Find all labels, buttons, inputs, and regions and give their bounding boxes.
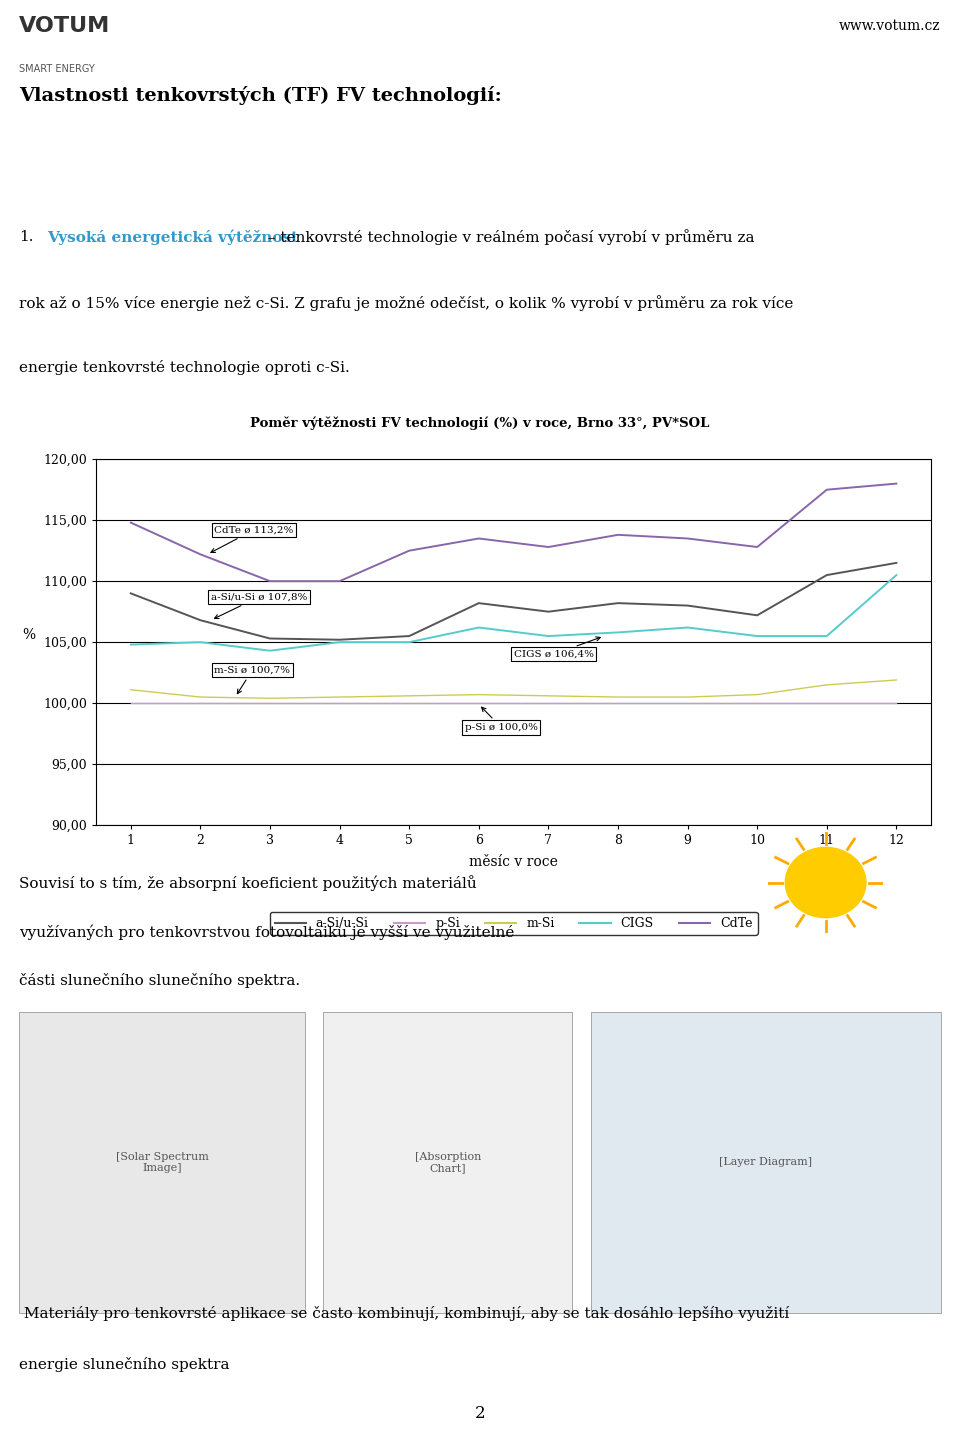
Text: 1.: 1. [19,230,34,244]
FancyBboxPatch shape [19,1012,305,1313]
Text: energie slunečního spektra: energie slunečního spektra [19,1358,229,1372]
Text: 2: 2 [474,1405,486,1422]
Legend: a-Si/u-Si, p-Si, m-Si, CIGS, CdTe: a-Si/u-Si, p-Si, m-Si, CIGS, CdTe [270,911,757,934]
Text: p-Si ø 100,0%: p-Si ø 100,0% [465,707,538,732]
Text: Materiály pro tenkovrsté aplikace se často kombinují, kombinují, aby se tak dosá: Materiály pro tenkovrsté aplikace se čas… [19,1306,789,1320]
Text: Vlastnosti tenkovrstých (TF) FV technologií:: Vlastnosti tenkovrstých (TF) FV technolo… [19,86,502,105]
FancyBboxPatch shape [324,1012,572,1313]
Text: rok až o 15% více energie než c-Si. Z grafu je možné odečíst, o kolik % vyrobí v: rok až o 15% více energie než c-Si. Z gr… [19,296,794,311]
Text: Souvisí to s tím, že absorpní koeficient použitých materiálů: Souvisí to s tím, že absorpní koeficient… [19,875,477,891]
Text: [Layer Diagram]: [Layer Diagram] [719,1158,812,1167]
Text: Vysoká energetická výtěžnost: Vysoká energetická výtěžnost [47,230,298,245]
Text: Poměr výtěžnosti FV technologií (%) v roce, Brno 33°, PV*SOL: Poměr výtěžnosti FV technologií (%) v ro… [251,416,709,430]
Text: m-Si ø 100,7%: m-Si ø 100,7% [214,666,290,693]
X-axis label: měsíc v roce: měsíc v roce [469,855,558,870]
FancyBboxPatch shape [590,1012,941,1313]
Text: energie tenkovrsté technologie oproti c-Si.: energie tenkovrsté technologie oproti c-… [19,360,350,376]
Text: CdTe ø 113,2%: CdTe ø 113,2% [211,525,294,552]
Text: [Absorption
Chart]: [Absorption Chart] [415,1151,481,1174]
Text: SMART ENERGY: SMART ENERGY [19,65,95,73]
Text: – tenkovrsté technologie v reálném počasí vyrobí v průměru za: – tenkovrsté technologie v reálném počas… [263,230,755,245]
Text: využívaných pro tenkovrstvou fotovoltaiku je vyšší ve využitelné: využívaných pro tenkovrstvou fotovoltaik… [19,924,515,940]
Text: www.votum.cz: www.votum.cz [839,19,941,33]
Circle shape [785,847,866,918]
Text: VOTUM: VOTUM [19,16,110,36]
Text: [Solar Spectrum
Image]: [Solar Spectrum Image] [115,1151,208,1174]
Y-axis label: %: % [23,629,36,643]
Text: CIGS ø 106,4%: CIGS ø 106,4% [514,637,600,659]
Text: a-Si/u-Si ø 107,8%: a-Si/u-Si ø 107,8% [211,593,307,618]
Text: části slunečního slunečního spektra.: části slunečního slunečního spektra. [19,973,300,987]
